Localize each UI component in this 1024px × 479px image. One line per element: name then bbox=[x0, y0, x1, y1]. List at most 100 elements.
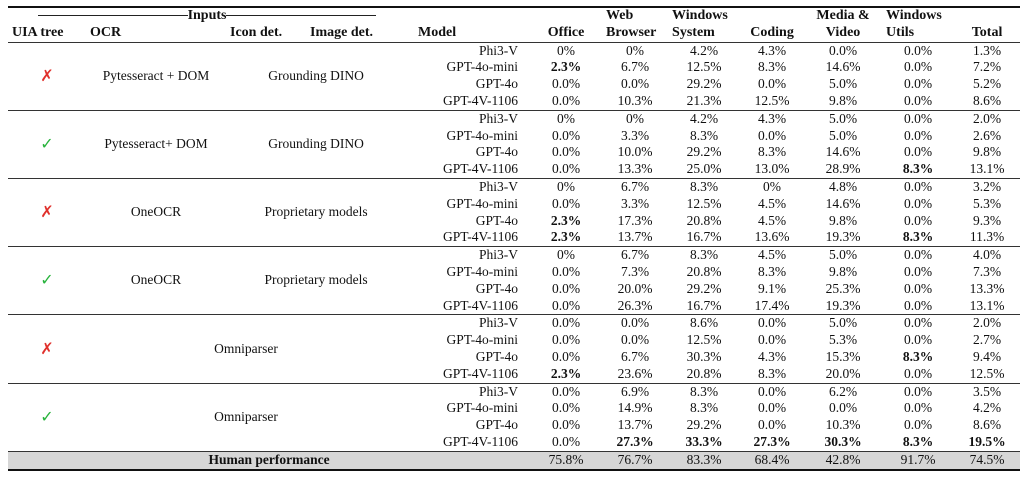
score-cell-office: 0.0% bbox=[530, 382, 603, 401]
score-cell-media: 4.8% bbox=[804, 177, 883, 196]
score-cell-coding: 8.3% bbox=[757, 365, 787, 381]
score-cell-web: 0.0% bbox=[620, 332, 650, 348]
model-cell: Phi3-V bbox=[406, 41, 531, 60]
model-cell: Phi3-V bbox=[406, 177, 531, 196]
score-cell-utils: 0.0% bbox=[882, 41, 955, 60]
inputs-label: Inputs bbox=[187, 8, 227, 23]
model-cell: GPT-4V-1106 bbox=[443, 297, 519, 313]
score-cell-total: 3.2% bbox=[954, 177, 1021, 196]
score-cell-office: 0% bbox=[530, 177, 603, 196]
ocr-cell: OneOCR bbox=[86, 177, 226, 247]
score-cell-utils: 0.0% bbox=[903, 59, 933, 75]
model-cell: Phi3-V bbox=[406, 314, 531, 333]
model-cell: Phi3-V bbox=[406, 382, 531, 401]
score-cell-total: 2.0% bbox=[954, 109, 1021, 128]
score-cell-web: 6.7% bbox=[602, 246, 669, 264]
score-cell-total: 4.2% bbox=[972, 400, 1002, 416]
score-cell-media: 9.8% bbox=[828, 212, 858, 228]
col-model: Model bbox=[418, 24, 457, 40]
table-row: GPT-4V-1106 0.0% 27.3% 33.3% 27.3% 30.3% 8.3% 1… bbox=[8, 434, 1020, 451]
table-row: ✓ OneOCR Proprietary models Phi3-V 0% 6.7% 8.3… bbox=[8, 246, 1021, 315]
model-cell: GPT-4o-mini bbox=[446, 263, 519, 279]
score-cell-total: 13.1% bbox=[969, 161, 1005, 177]
score-cell-coding: 0.0% bbox=[740, 382, 805, 401]
score-cell-media: 5.0% bbox=[804, 109, 883, 128]
score-cell-utils: 8.3% bbox=[902, 433, 934, 449]
model-cell: GPT-4V-1106 bbox=[443, 92, 519, 108]
score-cell-office: 0.0% bbox=[530, 314, 603, 333]
score-cell-media: 9.8% bbox=[828, 92, 858, 108]
score-cell-web: 13.3% bbox=[617, 161, 653, 177]
score-cell-office: 0.0% bbox=[551, 348, 581, 364]
score-cell-office: 2.3% bbox=[550, 365, 582, 381]
score-cell-utils: 0.0% bbox=[903, 332, 933, 348]
score-cell-coding: 12.5% bbox=[754, 92, 790, 108]
score-cell-utils: 8.3% bbox=[902, 348, 934, 364]
parser-cell: Omniparser bbox=[86, 382, 407, 452]
score-cell-utils: 0.0% bbox=[882, 177, 955, 196]
table-row: ✓ Pytesseract+ DOM Grounding DINO Phi3-V 0% 0… bbox=[8, 109, 1021, 179]
human-performance-row: Human performance 75.8% 76.7% 83.3% 68.4% 42.… bbox=[8, 450, 1021, 471]
score-cell-coding: 8.3% bbox=[757, 144, 787, 160]
score-cell-office: 0.0% bbox=[551, 400, 581, 416]
score-cell-office: 2.3% bbox=[550, 229, 582, 245]
score-cell-office: 0.0% bbox=[551, 297, 581, 313]
human-score-office: 75.8% bbox=[530, 450, 603, 471]
table-row: GPT-4o 0.0% 20.0% 29.2% 9.1% 25.3% 0.0% 13.3% bbox=[8, 281, 1020, 298]
score-cell-utils: 0.0% bbox=[903, 195, 933, 211]
model-cell: Phi3-V bbox=[406, 246, 531, 264]
score-cell-media: 5.0% bbox=[804, 314, 883, 333]
model-cell: GPT-4o-mini bbox=[446, 195, 519, 211]
score-cell-coding: 8.3% bbox=[757, 263, 787, 279]
score-cell-utils: 0.0% bbox=[903, 417, 933, 433]
score-cell-utils: 0.0% bbox=[903, 76, 933, 92]
score-cell-media: 25.3% bbox=[825, 280, 861, 296]
score-cell-coding: 0% bbox=[740, 177, 805, 196]
score-cell-coding: 4.5% bbox=[757, 195, 787, 211]
model-cell: GPT-4o bbox=[475, 144, 519, 160]
score-cell-web: 0.0% bbox=[620, 76, 650, 92]
score-cell-sys: 12.5% bbox=[686, 59, 722, 75]
score-cell-sys: 20.8% bbox=[686, 263, 722, 279]
table-row: ✓ Omniparser Phi3-V 0.0% 6.9% 8.3% 0.0% 6.2% 0.0… bbox=[8, 382, 1021, 452]
score-cell-total: 9.8% bbox=[972, 144, 1002, 160]
model-cell: Phi3-V bbox=[406, 109, 531, 128]
table-row: GPT-4o-mini 2.3% 6.7% 12.5% 8.3% 14.6% 0.0% 7.2… bbox=[8, 59, 1020, 76]
col-media-video: Media & Video bbox=[816, 8, 870, 40]
model-cell: GPT-4V-1106 bbox=[443, 229, 519, 245]
checkmark-icon: ✓ bbox=[8, 109, 86, 179]
human-performance-label: Human performance bbox=[8, 450, 531, 471]
score-cell-media: 14.6% bbox=[825, 59, 861, 75]
table-row: GPT-4V-1106 0.0% 10.3% 21.3% 12.5% 9.8% 0.0% 8.… bbox=[8, 93, 1020, 110]
score-cell-total: 7.3% bbox=[972, 263, 1002, 279]
table-row: ✗ Pytesseract + DOM Grounding DINO Phi3-V 0%… bbox=[8, 41, 1021, 111]
score-cell-media: 19.3% bbox=[825, 297, 861, 313]
score-cell-web: 7.3% bbox=[620, 263, 650, 279]
score-cell-sys: 29.2% bbox=[686, 280, 722, 296]
score-cell-office: 0.0% bbox=[551, 144, 581, 160]
score-cell-web: 14.9% bbox=[617, 400, 653, 416]
score-cell-web: 20.0% bbox=[617, 280, 653, 296]
detector-cell: Grounding DINO bbox=[226, 109, 407, 179]
score-cell-total: 1.3% bbox=[954, 41, 1021, 60]
score-cell-total: 13.3% bbox=[969, 280, 1005, 296]
score-cell-office: 0.0% bbox=[551, 280, 581, 296]
score-cell-media: 5.0% bbox=[804, 246, 883, 264]
table-row: GPT-4o-mini 0.0% 3.3% 8.3% 0.0% 5.0% 0.0% 2.6% bbox=[8, 128, 1020, 145]
score-cell-utils: 0.0% bbox=[903, 263, 933, 279]
score-cell-web: 26.3% bbox=[617, 297, 653, 313]
cross-icon: ✗ bbox=[8, 314, 86, 384]
table-row: GPT-4V-1106 0.0% 13.3% 25.0% 13.0% 28.9% 8.3% 1… bbox=[8, 161, 1020, 178]
score-cell-utils: 8.3% bbox=[902, 229, 934, 245]
score-cell-coding: 4.3% bbox=[740, 109, 805, 128]
ocr-cell: OneOCR bbox=[86, 246, 226, 315]
score-cell-utils: 0.0% bbox=[903, 144, 933, 160]
score-cell-web: 13.7% bbox=[617, 229, 653, 245]
score-cell-media: 30.3% bbox=[824, 433, 862, 449]
model-cell: GPT-4o bbox=[475, 417, 519, 433]
score-cell-total: 9.3% bbox=[972, 212, 1002, 228]
score-cell-media: 28.9% bbox=[825, 161, 861, 177]
model-cell: GPT-4o-mini bbox=[446, 400, 519, 416]
score-cell-web: 27.3% bbox=[616, 433, 654, 449]
col-office: Office bbox=[547, 24, 585, 40]
